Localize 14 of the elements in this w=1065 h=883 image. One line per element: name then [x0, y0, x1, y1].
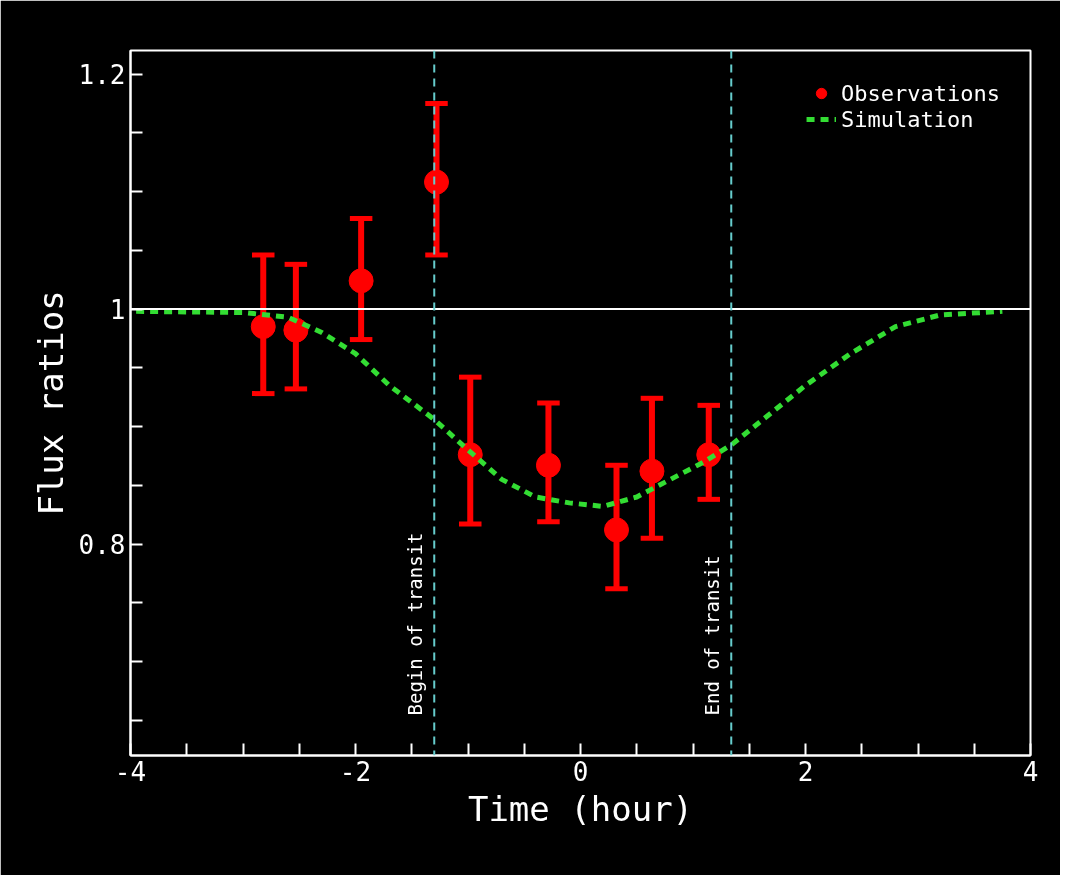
x-tick-label: 2	[797, 756, 814, 787]
x-tick-label: 0	[572, 756, 589, 787]
y-tick-label: 0.8	[78, 530, 126, 560]
x-tick-label: -2	[339, 756, 372, 787]
legend-label: Observations	[841, 80, 1000, 106]
y-tick-label: 1	[109, 295, 126, 325]
y-axis-title: Flux ratios	[30, 290, 71, 516]
x-tick-label: 4	[1022, 756, 1039, 787]
x-tick-label: -4	[114, 756, 147, 787]
ref-line-label: End of transit	[701, 555, 724, 716]
y-tick-label: 1.2	[78, 60, 126, 90]
legend-label: Simulation	[841, 106, 974, 132]
x-axis-title: Time (hour)	[467, 788, 694, 829]
ref-line-label: Begin of transit	[404, 532, 427, 716]
